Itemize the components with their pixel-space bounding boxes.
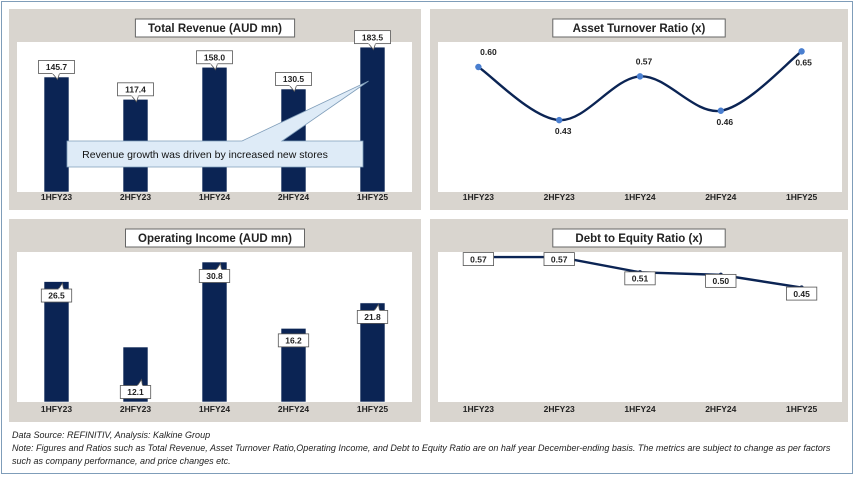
debt_equity-label-1HFY25: 0.45 [793,289,810,299]
revenue-label-1HFY23-group: 145.7 [38,60,75,81]
asset_turnover-tick-1HFY24: 1HFY24 [624,192,655,202]
operating_income-label-2HFY24: 16.2 [285,336,302,346]
debt_equity-label-2HFY24: 0.50 [713,276,730,286]
operating_income-label-1HFY23-box [40,288,73,303]
revenue-label-1HFY23: 145.7 [46,62,68,72]
operating_income-label-2HFY23-box [119,385,152,399]
revenue-panel: Total Revenue (AUD mn) 1HFY23 2HFY23 1HFY24… [9,9,421,210]
revenue-label-1HFY24-group: 158.0 [196,50,233,71]
debt_equity-label-1HFY23-group: 0.57 [462,252,495,266]
revenue-label-1HFY24: 158.0 [204,52,226,62]
debt_equity-label-1HFY25-group: 0.45 [785,286,818,301]
debt_equity-title-box [552,228,726,248]
asset_turnover-point-1HFY23 [475,63,482,71]
revenue-tick-1HFY24: 1HFY24 [199,192,230,202]
debt_equity-label-2HFY24-group: 0.50 [705,273,737,288]
asset-turnover-chart: Asset Turnover Ratio (x) 1HFY23 2HFY23 1HFY… [438,18,842,202]
revenue-bar-1HFY23 [43,76,70,193]
asset_turnover-point-2HFY24 [717,107,724,114]
operating_income-label-1HFY24-box [198,269,231,283]
operating_income-tick-1HFY23: 1HFY23 [41,404,72,414]
operating_income-label-1HFY25: 21.8 [364,312,381,322]
operating-income-chart: Operating Income (AUD mn) 1HFY23 2HFY23 1HF… [17,228,412,414]
asset_turnover-title-box [552,18,726,38]
revenue-tick-2HFY24: 2HFY24 [278,192,309,202]
asset_turnover-point-2HFY23 [556,116,563,124]
operating_income-label-2HFY23: 12.1 [127,387,144,397]
debt_equity-tick-1HFY24: 1HFY24 [624,404,655,414]
asset_turnover-tick-1HFY23: 1HFY23 [463,192,494,202]
asset_turnover-plot-area [438,42,842,192]
operating_income-label-2HFY23-group: 12.1 [119,378,152,399]
operating_income-bar-1HFY24 [201,261,228,403]
operating_income-label-1HFY23: 26.5 [48,291,65,301]
operating_income-tick-1HFY24: 1HFY24 [199,404,230,414]
revenue-title: Total Revenue (AUD mn) [148,23,282,35]
revenue-annotation-callout: Revenue growth was driven by increased n… [66,80,369,168]
revenue-tick-1HFY23: 1HFY23 [41,192,72,202]
debt_equity-title: Debt to Equity Ratio (x) [575,233,702,245]
operating_income-label-1HFY24-group: 30.8 [198,262,231,283]
debt_equity-label-2HFY23-group: 0.57 [543,252,575,266]
asset_turnover-label-2HFY24: 0.46 [717,117,734,127]
operating_income-label-1HFY23-group: 26.5 [40,281,73,303]
revenue-label-1HFY25-group: 183.5 [354,30,391,51]
revenue-label-2HFY24-group: 130.5 [275,72,312,93]
asset_turnover-label-1HFY24: 0.57 [636,56,653,66]
asset_turnover-tick-1HFY25: 1HFY25 [786,192,817,202]
asset_turnover-label-1HFY23: 0.60 [480,47,497,57]
revenue-chart: Total Revenue (AUD mn) 1HFY23 2HFY23 1HFY24… [17,18,412,202]
footer-note: Note: Figures and Ratios such as Total R… [12,443,831,466]
debt-equity-chart: Debt to Equity Ratio (x) 1HFY23 2HFY23 1HFY… [438,228,842,414]
debt_equity-tick-2HFY24: 2HFY24 [705,404,736,414]
asset_turnover-label-1HFY25: 0.65 [795,57,812,67]
asset_turnover-point-1HFY24 [636,73,644,80]
revenue-label-2HFY23-group: 117.4 [117,82,154,103]
asset_turnover-title: Asset Turnover Ratio (x) [573,23,706,35]
operating_income-title-box [125,228,305,248]
revenue-label-2HFY23: 117.4 [125,85,146,95]
revenue-tick-1HFY25: 1HFY25 [357,192,388,202]
revenue-annotation-box [66,80,369,168]
operating_income-title: Operating Income (AUD mn) [138,233,292,245]
debt_equity-label-2HFY24-box [705,273,737,288]
operating_income-label-1HFY24: 30.8 [206,271,223,281]
debt_equity-label-2HFY23: 0.57 [551,254,568,264]
footer: Data Source: REFINITIV, Analysis: Kalkin… [12,429,848,468]
debt_equity-tick-1HFY25: 1HFY25 [786,404,817,414]
operating_income-tick-1HFY25: 1HFY25 [357,404,388,414]
revenue-bar-1HFY25 [359,46,386,193]
revenue-tick-2HFY23: 2HFY23 [120,192,151,202]
operating-income-panel: Operating Income (AUD mn) 1HFY23 2HFY23 1HF… [9,219,421,422]
asset_turnover-label-2HFY23: 0.43 [555,126,572,136]
operating_income-tick-2HFY24: 2HFY24 [278,404,309,414]
debt_equity-label-1HFY25-box [785,286,818,301]
revenue-bar-2HFY24 [280,88,307,193]
debt-equity-panel: Debt to Equity Ratio (x) 1HFY23 2HFY23 1HFY… [430,219,848,422]
footer-source: Data Source: REFINITIV, Analysis: Kalkin… [12,430,211,440]
debt_equity-label-1HFY24-box [624,271,656,286]
operating_income-tick-2HFY23: 2HFY23 [120,404,151,414]
debt_equity-label-1HFY24-group: 0.51 [624,271,656,286]
asset_turnover-tick-2HFY24: 2HFY24 [705,192,736,202]
revenue-label-2HFY24: 130.5 [283,74,305,84]
debt_equity-label-1HFY23-box [462,252,495,266]
asset-turnover-panel: Asset Turnover Ratio (x) 1HFY23 2HFY23 1HFY… [430,9,848,210]
operating_income-label-2HFY24-group: 16.2 [277,333,310,348]
debt_equity-tick-1HFY23: 1HFY23 [463,404,494,414]
debt_equity-label-1HFY24: 0.51 [632,274,649,284]
revenue-bar-1HFY24 [201,66,228,193]
debt_equity-label-2HFY23-box [543,252,575,266]
debt_equity-tick-2HFY23: 2HFY23 [544,404,575,414]
operating_income-label-1HFY25-box [356,310,389,324]
operating_income-label-1HFY25-group: 21.8 [356,303,389,324]
asset_turnover-tick-2HFY23: 2HFY23 [544,192,575,202]
debt_equity-label-1HFY23: 0.57 [470,254,487,264]
revenue-label-1HFY25: 183.5 [362,32,384,42]
revenue-annotation-text: Revenue growth was driven by increased n… [82,149,328,161]
revenue-title-box [134,18,296,38]
asset_turnover-point-1HFY25 [798,48,805,55]
operating_income-label-2HFY24-box [277,333,310,348]
